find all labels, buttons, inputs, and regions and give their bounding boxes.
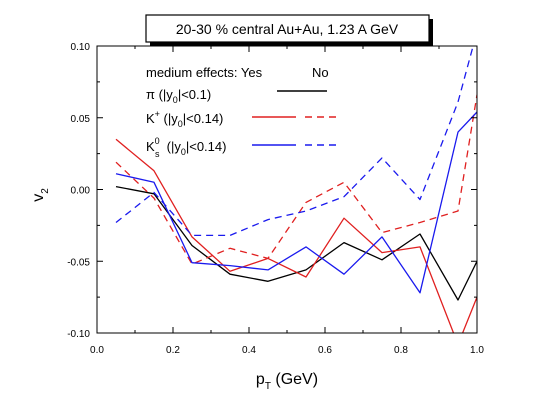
chart-title-box: 20-30 % central Au+Au, 1.23 A GeV [145, 14, 433, 46]
legend-label-k0s: K0 s (|y0|<0.14) [146, 136, 226, 159]
legend-kplus-base: K [146, 111, 155, 126]
x-tick-label: 0.0 [90, 345, 104, 356]
x-axis-title: pT (GeV) [256, 371, 318, 392]
legend-k0s-mid: (|y [163, 139, 181, 154]
chart-title: 20-30 % central Au+Au, 1.23 A GeV [176, 21, 399, 37]
y-axis-title-sub: 2 [40, 188, 51, 194]
series-pion-yes [115, 185, 477, 301]
legend-kplus-rest: |<0.14) [183, 111, 224, 126]
series-kplus-yes [115, 138, 477, 333]
series-kplus-no [115, 94, 477, 265]
x-tick-label: 0.2 [166, 345, 180, 356]
x-tick-label: 0.6 [318, 345, 332, 356]
legend-pion-base: π (|y [146, 87, 173, 102]
series-k0s-no [115, 46, 474, 237]
legend-k0s-rest: |<0.14) [186, 139, 227, 154]
legend-k0s-sub-s: s [155, 149, 160, 159]
legend-pion-rest: |<0.1) [178, 87, 211, 102]
x-axis-title-base: p [256, 371, 265, 388]
series-layer [115, 46, 477, 333]
y-tick-label: 0.00 [71, 186, 91, 197]
x-tick-label: 0.4 [242, 345, 256, 356]
y-tick-label: -0.05 [67, 257, 90, 268]
x-tick-label: 1.0 [470, 345, 484, 356]
tick-layer: 0.0 0.2 0.4 0.6 0.8 1.0 -0.10 -0.05 0.00 0.05 0.10 [67, 42, 484, 356]
y-tick-label: -0.10 [67, 329, 90, 340]
legend-pion-sub: 0 [173, 95, 178, 105]
y-tick-label: 0.05 [71, 114, 91, 125]
legend-label-pion: π (|y0|<0.1) [146, 87, 211, 105]
y-axis-title-base: v [30, 194, 47, 202]
legend-kplus-sub: 0 [178, 119, 183, 129]
legend-k0s-sub: 0 [181, 147, 186, 157]
legend-kplus-mid: (|y [160, 111, 178, 126]
x-axis-title-sub: T [265, 381, 271, 392]
legend-k0s-sup: 0 [155, 136, 160, 146]
legend-header-yes: medium effects: Yes [146, 65, 263, 80]
x-axis-title-rest: (GeV) [271, 371, 318, 388]
legend-label-kplus: K+ (|y0|<0.14) [146, 109, 223, 129]
series-k0s-yes [115, 111, 477, 294]
title-frame [145, 14, 430, 43]
legend-k0s-base: K [146, 139, 155, 154]
legend-kplus-sup: + [155, 109, 160, 119]
y-axis-title: v2 [30, 188, 51, 202]
y-tick-label: 0.10 [71, 42, 91, 53]
legend: medium effects: Yes No π (|y0|<0.1) K+ (… [146, 65, 337, 159]
x-tick-label: 0.8 [394, 345, 408, 356]
legend-header-no: No [312, 65, 329, 80]
